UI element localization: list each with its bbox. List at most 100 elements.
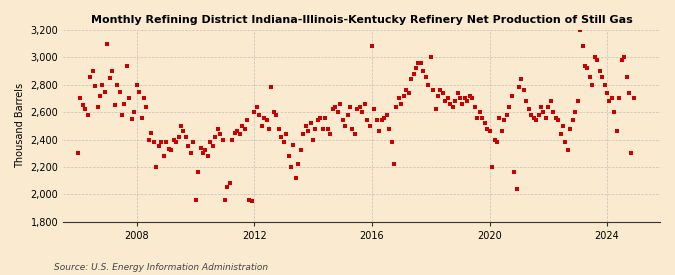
Point [293, 162, 304, 166]
Point [225, 181, 236, 186]
Point [234, 132, 245, 136]
Point [401, 88, 412, 92]
Point [111, 82, 122, 87]
Point [207, 144, 218, 148]
Point [374, 129, 385, 134]
Point [589, 55, 600, 60]
Point [303, 129, 314, 134]
Point [261, 118, 272, 123]
Point [82, 113, 93, 117]
Point [264, 126, 275, 131]
Point [105, 76, 115, 80]
Point [462, 99, 473, 103]
Point [386, 140, 397, 144]
Point [472, 116, 483, 120]
Text: Source: U.S. Energy Information Administration: Source: U.S. Energy Information Administ… [54, 263, 268, 272]
Point [95, 94, 105, 98]
Point [90, 84, 101, 88]
Point [215, 132, 225, 136]
Point [504, 104, 514, 109]
Point [364, 124, 375, 128]
Point [391, 104, 402, 109]
Point [144, 137, 155, 142]
Point [469, 104, 480, 109]
Point [506, 94, 517, 98]
Point [599, 82, 610, 87]
Point [455, 96, 466, 101]
Point [535, 104, 546, 109]
Point [210, 134, 221, 139]
Point [408, 72, 419, 76]
Point [313, 118, 323, 123]
Point [616, 58, 627, 62]
Point [284, 154, 294, 158]
Point [192, 170, 203, 175]
Point [146, 130, 157, 135]
Point [359, 102, 370, 106]
Point [475, 110, 485, 114]
Point [533, 113, 544, 117]
Point [97, 82, 108, 87]
Point [357, 110, 368, 114]
Point [85, 74, 96, 79]
Point [117, 113, 128, 117]
Point [92, 104, 103, 109]
Point [570, 110, 580, 114]
Point [416, 60, 427, 65]
Point [132, 82, 142, 87]
Point [369, 107, 379, 112]
Point [379, 116, 389, 120]
Point [180, 134, 191, 139]
Point [398, 94, 409, 98]
Point [445, 102, 456, 106]
Point [188, 140, 198, 144]
Point [323, 126, 333, 131]
Point [607, 96, 618, 101]
Point [560, 140, 571, 144]
Point [242, 118, 252, 123]
Point [609, 110, 620, 114]
Point [587, 82, 598, 87]
Point [437, 91, 448, 95]
Point [538, 110, 549, 114]
Point [288, 143, 299, 147]
Point [325, 132, 335, 136]
Point [376, 118, 387, 123]
Point [521, 99, 532, 103]
Point [269, 110, 279, 114]
Point [558, 124, 568, 128]
Point [332, 110, 343, 114]
Point [124, 96, 135, 101]
Point [543, 104, 554, 109]
Point [259, 116, 269, 120]
Point [75, 96, 86, 101]
Point [200, 148, 211, 153]
Point [499, 118, 510, 123]
Point [526, 113, 537, 117]
Point [350, 132, 360, 136]
Point [281, 132, 292, 136]
Point [597, 74, 608, 79]
Point [619, 55, 630, 60]
Point [139, 96, 150, 101]
Point [296, 148, 306, 153]
Point [428, 88, 439, 92]
Point [129, 110, 140, 114]
Point [251, 104, 262, 109]
Point [626, 151, 637, 155]
Point [403, 91, 414, 95]
Point [249, 110, 260, 114]
Point [148, 140, 159, 144]
Point [114, 89, 125, 94]
Point [102, 42, 113, 46]
Point [266, 85, 277, 90]
Point [572, 99, 583, 103]
Point [219, 198, 230, 202]
Point [582, 66, 593, 70]
Point [310, 126, 321, 131]
Title: Monthly Refining District Indiana-Illinois-Kentucky Refinery Net Production of S: Monthly Refining District Indiana-Illino… [90, 15, 632, 25]
Point [122, 63, 132, 68]
Point [126, 117, 137, 121]
Point [362, 118, 373, 123]
Point [342, 113, 353, 117]
